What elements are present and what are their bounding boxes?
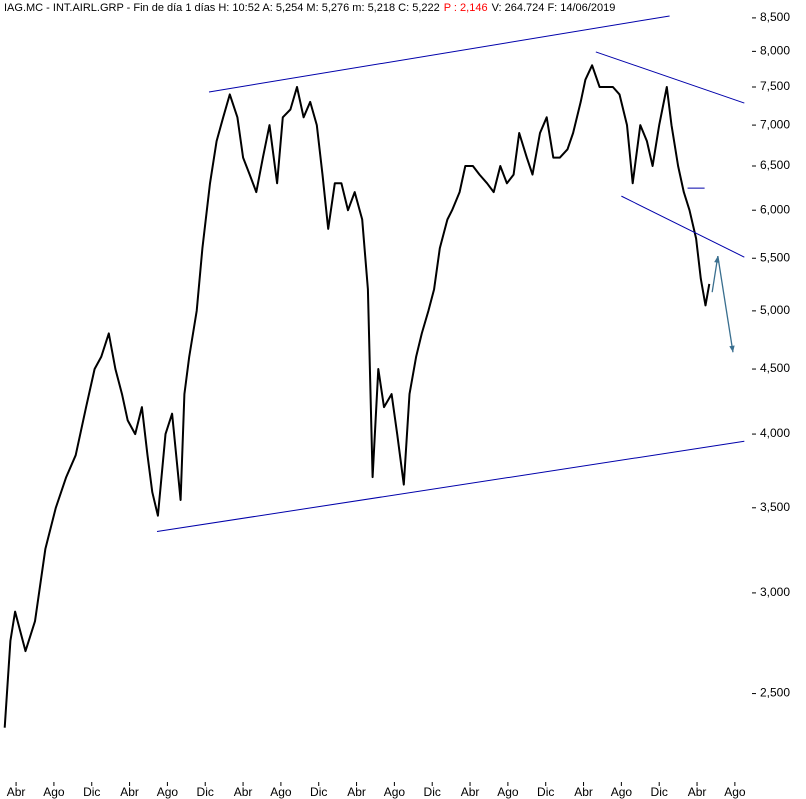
x-tick-label: Ago: [43, 785, 65, 799]
trendline: [595, 51, 745, 104]
y-tick-label: 5,000: [760, 303, 790, 317]
x-tick-label: Dic: [651, 785, 668, 799]
header-background: [0, 0, 624, 16]
title-part: V: 264.724 F: 14/06/2019: [492, 2, 616, 14]
title-part: IAG.MC - INT.AIRL.GRP - Fin de día 1 día…: [4, 2, 440, 14]
y-tick-label: 7,000: [760, 117, 790, 131]
y-tick-label: 5,500: [760, 250, 790, 264]
plot-area: [3, 15, 756, 786]
x-tick-label: Dic: [83, 785, 100, 799]
chart-title: IAG.MC - INT.AIRL.GRP - Fin de día 1 día…: [4, 2, 615, 14]
y-tick-label: 7,500: [760, 79, 790, 93]
x-tick-label: Ago: [497, 785, 519, 799]
y-tick-label: 6,500: [760, 158, 790, 172]
arrow-head: [729, 345, 735, 353]
trendline: [621, 195, 745, 258]
y-tick-label: 8,500: [760, 10, 790, 24]
trendline: [156, 440, 745, 532]
title-part: P : 2,146: [444, 2, 488, 14]
x-tick-label: Ago: [384, 785, 406, 799]
x-tick-label: Dic: [537, 785, 554, 799]
price-line: [3, 64, 711, 728]
x-tick-label: Dic: [197, 785, 214, 799]
y-tick-label: 3,500: [760, 500, 790, 514]
x-tick-label: Dic: [310, 785, 327, 799]
y-tick-label: 6,000: [760, 202, 790, 216]
y-tick-label: 3,000: [760, 585, 790, 599]
x-tick-label: Abr: [7, 785, 26, 799]
x-tick-label: Abr: [234, 785, 253, 799]
x-tick-label: Ago: [724, 785, 746, 799]
y-tick-label: 8,000: [760, 44, 790, 58]
x-tick-label: Abr: [574, 785, 593, 799]
x-tick-label: Abr: [688, 785, 707, 799]
x-tick-label: Ago: [157, 785, 179, 799]
y-tick-label: 4,500: [760, 361, 790, 375]
x-tick-label: Abr: [347, 785, 366, 799]
x-tick-label: Ago: [270, 785, 292, 799]
y-tick-label: 2,500: [760, 686, 790, 700]
trendline: [208, 15, 670, 93]
y-tick-label: 4,000: [760, 426, 790, 440]
x-tick-label: Dic: [424, 785, 441, 799]
x-tick-label: Abr: [461, 785, 480, 799]
arrow: [717, 256, 734, 353]
x-tick-label: Ago: [611, 785, 633, 799]
x-tick-label: Abr: [120, 785, 139, 799]
